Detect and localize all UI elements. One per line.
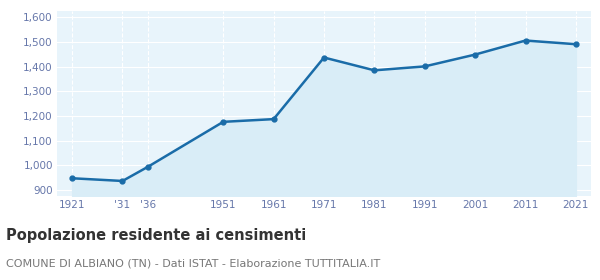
Text: Popolazione residente ai censimenti: Popolazione residente ai censimenti <box>6 228 306 243</box>
Text: COMUNE DI ALBIANO (TN) - Dati ISTAT - Elaborazione TUTTITALIA.IT: COMUNE DI ALBIANO (TN) - Dati ISTAT - El… <box>6 259 380 269</box>
